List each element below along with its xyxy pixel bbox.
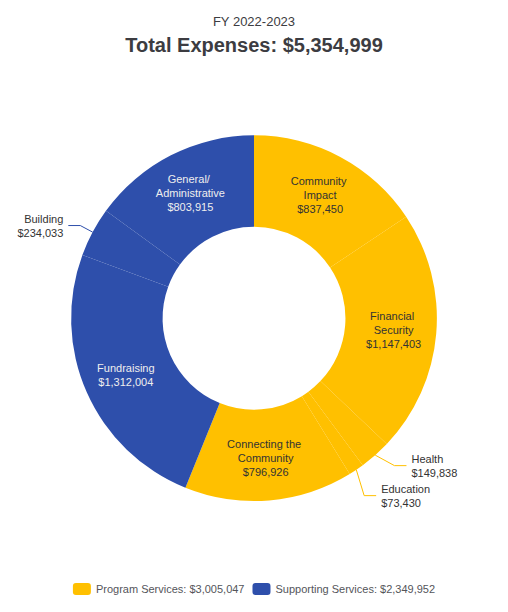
svg-text:Impact: Impact (304, 189, 337, 201)
svg-text:$73,430: $73,430 (381, 497, 421, 509)
svg-text:Community: Community (238, 452, 294, 464)
svg-text:Program Services: $3,005,047: Program Services: $3,005,047 (96, 583, 245, 595)
svg-text:$796,926: $796,926 (243, 466, 289, 478)
svg-text:Community: Community (291, 175, 350, 187)
svg-text:$234,033: $234,033 (17, 227, 63, 239)
svg-text:Connecting the: Connecting the (227, 438, 304, 450)
svg-text:Total Expenses: $5,354,999: Total Expenses: $5,354,999 (125, 34, 383, 56)
svg-text:Education: Education (381, 483, 430, 495)
svg-text:FY 2022-2023: FY 2022-2023 (213, 14, 295, 29)
svg-text:$1,312,004: $1,312,004 (98, 376, 153, 388)
svg-text:Fundraising: Fundraising (97, 362, 154, 374)
svg-text:$837,450: $837,450 (297, 203, 343, 215)
svg-text:$1,147,403: $1,147,403 (366, 338, 421, 350)
svg-text:Administrative: Administrative (156, 187, 225, 199)
svg-text:Health: Health (411, 453, 443, 465)
svg-text:$803,915: $803,915 (167, 201, 213, 213)
svg-text:General/: General/ (168, 173, 213, 185)
svg-text:Building: Building (24, 213, 63, 225)
svg-text:Supporting Services: $2,349,95: Supporting Services: $2,349,952 (275, 583, 435, 595)
svg-text:$149,838: $149,838 (411, 467, 457, 479)
svg-text:Security: Security (374, 324, 414, 336)
svg-text:Financial: Financial (370, 310, 417, 322)
